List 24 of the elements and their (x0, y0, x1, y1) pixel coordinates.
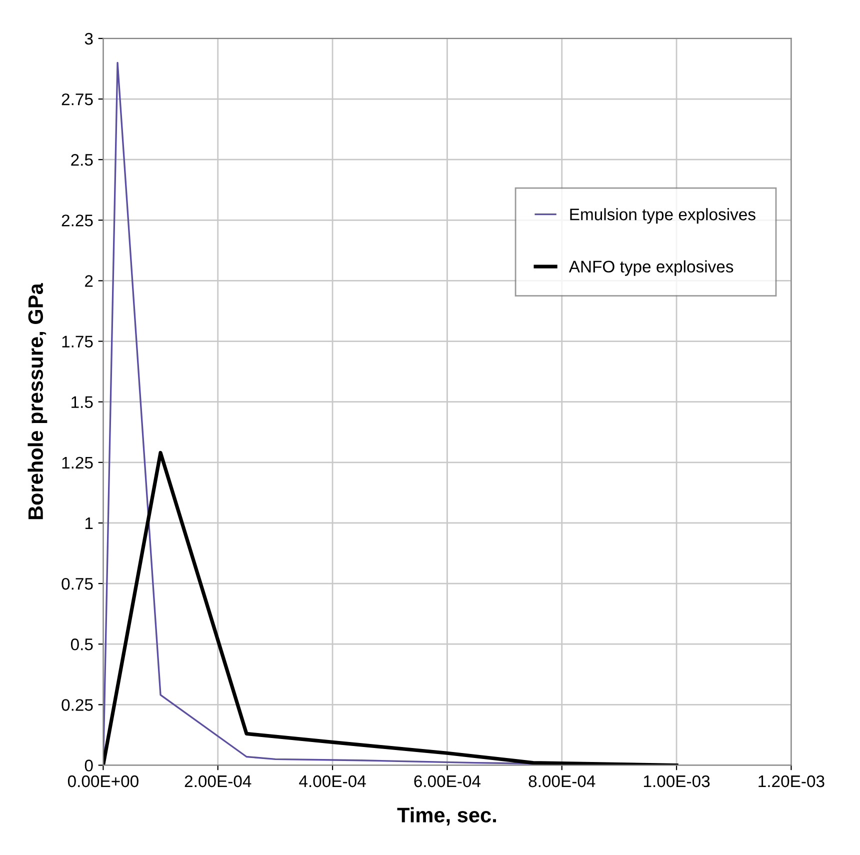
legend-label: ANFO type explosives (568, 260, 734, 276)
x-axis-title: Time, sec. (397, 807, 496, 826)
y-tick-label: 0.5 (70, 638, 93, 650)
y-tick-label: 0.25 (62, 699, 93, 711)
y-tick-label: 1.5 (72, 396, 93, 408)
x-tick-label: 0.00E+00 (68, 775, 138, 788)
y-tick-label: 1 (85, 518, 93, 530)
x-tick-label: 1.20E-03 (758, 775, 824, 788)
x-tick-label: 6.00E-04 (414, 775, 481, 788)
y-tick-label: 2.75 (62, 93, 93, 106)
y-tick-label: 2.5 (71, 154, 93, 166)
x-tick-label: 4.00E-04 (299, 775, 366, 788)
x-tick-label: 2.00E-04 (184, 775, 252, 788)
x-tick-label: 8.00E-04 (528, 775, 596, 788)
legend-label: Emulsion type explosives (570, 208, 756, 224)
y-axis-title: Borehole pressure, GPa (28, 283, 48, 520)
y-tick-label: 2 (85, 275, 93, 287)
y-tick-label: 0 (84, 760, 93, 772)
y-tick-label: 2.25 (62, 214, 93, 226)
x-tick-label: 1.00E-03 (644, 775, 710, 788)
y-tick-label: 1.75 (62, 336, 93, 348)
y-tick-label: 3 (84, 32, 93, 45)
y-tick-label: 1.25 (62, 456, 93, 469)
y-tick-label: 0.75 (62, 578, 93, 590)
